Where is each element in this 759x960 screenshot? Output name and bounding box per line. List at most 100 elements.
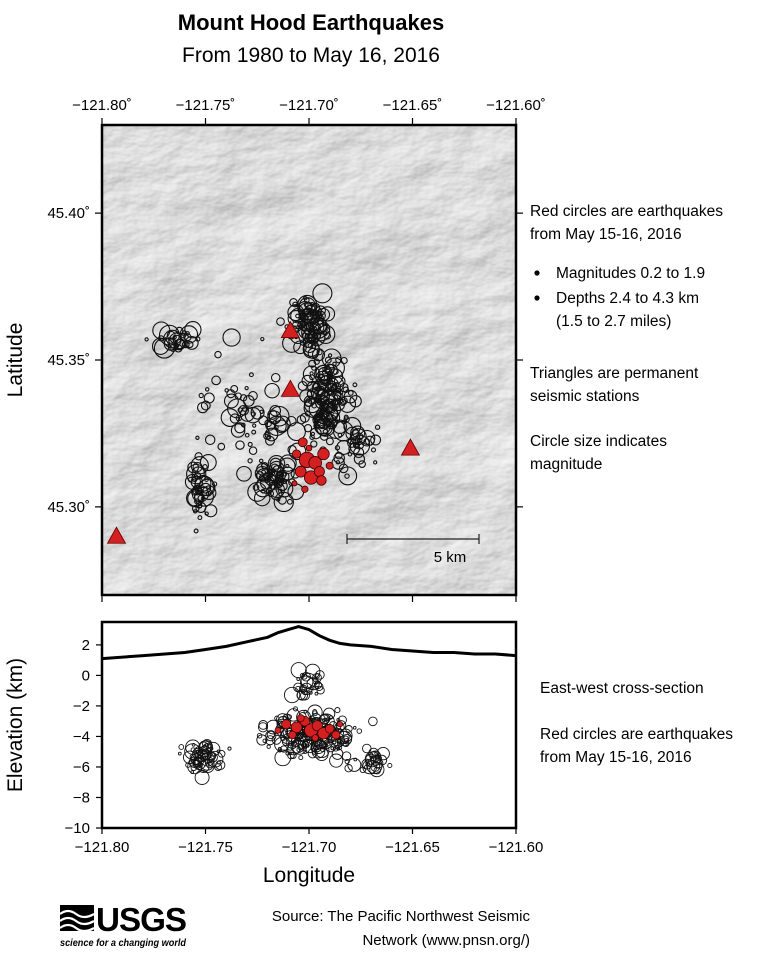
xsec-quake <box>177 751 182 756</box>
map-quake <box>267 409 278 420</box>
map-quake <box>312 412 327 427</box>
xsec-quake <box>387 762 393 769</box>
map-quake <box>195 501 207 513</box>
map-quake <box>299 339 307 346</box>
xsec-quake <box>308 690 313 695</box>
map-quake <box>311 365 317 371</box>
map-quake <box>266 477 272 483</box>
map-quake <box>333 391 344 402</box>
map-quake <box>211 481 218 487</box>
map-quake <box>264 427 279 442</box>
map-quake <box>198 392 204 399</box>
map-quake <box>370 447 377 453</box>
map-quake <box>190 487 199 496</box>
xsec-quake <box>265 735 276 746</box>
map-quake <box>343 417 362 435</box>
xsec-quake <box>200 751 215 767</box>
seismic-station <box>280 320 301 339</box>
xsec-quake <box>199 741 209 752</box>
map-quake <box>195 336 201 342</box>
xsec-quake <box>315 670 325 680</box>
xsec-x-tick-label: −121.65 <box>385 839 440 856</box>
map-quake <box>261 462 269 470</box>
map-stations <box>106 320 421 544</box>
map-quake <box>309 427 322 440</box>
map-quake <box>260 476 266 482</box>
map-quake <box>337 432 343 438</box>
xsec-quake <box>341 751 352 761</box>
map-quake <box>242 395 255 407</box>
map-quake <box>350 425 366 441</box>
map-quake <box>276 317 285 326</box>
map-quake <box>319 374 324 379</box>
usgs-logo-tagline: science for a changing world <box>60 937 187 949</box>
xsec-quake <box>191 760 196 765</box>
xsec-quake <box>283 686 301 704</box>
map-quake <box>323 414 338 429</box>
xsec-quake <box>314 691 319 696</box>
map-quake <box>220 408 240 427</box>
map-quake <box>353 453 366 465</box>
map-quake <box>195 435 200 440</box>
xsec-quake <box>307 704 323 720</box>
map-relief <box>102 125 516 595</box>
xsec-quake <box>335 720 347 731</box>
map-y-tick-label: 45.30˚ <box>47 499 90 516</box>
map-quake <box>306 389 315 398</box>
xsec-quake <box>322 742 327 747</box>
map-quake <box>211 375 221 386</box>
xsec-quake <box>362 743 372 754</box>
map-quake <box>264 382 280 399</box>
map-quake <box>186 489 205 508</box>
map-quake <box>288 442 307 461</box>
map-quake <box>151 337 170 355</box>
xsec-quake <box>373 766 381 775</box>
xsec-quake <box>336 737 343 744</box>
xsec-quake <box>207 752 218 763</box>
map-quake <box>286 415 297 427</box>
map-quake <box>332 368 339 375</box>
map-quake <box>235 414 242 422</box>
map-quake <box>333 394 341 402</box>
xsec-quake <box>319 741 328 750</box>
xsec-quake <box>368 751 373 757</box>
map-quake <box>281 478 288 485</box>
legend-map-size1: Circle size indicates <box>530 433 667 450</box>
map-quake <box>303 302 309 308</box>
xsec-quake <box>306 677 320 691</box>
map-quake <box>327 353 333 358</box>
xsec-quake <box>194 770 210 785</box>
topography-line <box>102 625 516 661</box>
xsec-quake <box>197 745 213 761</box>
xsec-quake <box>352 725 357 730</box>
usgs-wave-mark <box>59 905 95 933</box>
map-quake <box>339 382 349 393</box>
map-quake <box>314 396 321 404</box>
map-quake <box>320 379 325 384</box>
map-quake <box>287 310 305 327</box>
map-quake <box>338 395 357 413</box>
map-quake <box>312 283 333 304</box>
xsec-quake <box>345 725 353 733</box>
map-recent-quake <box>301 485 309 493</box>
xsec-quake <box>257 722 269 733</box>
map-quake <box>223 393 239 409</box>
xsec-quake <box>370 762 381 772</box>
map-quake <box>339 399 347 406</box>
map-quake <box>181 341 188 348</box>
map-quake <box>277 478 283 484</box>
xsec-quake <box>205 741 221 757</box>
xsec-quake <box>344 764 353 773</box>
usgs-logo-text: USGS <box>96 901 186 938</box>
map-quake <box>194 475 215 497</box>
map-quake <box>258 458 264 464</box>
xsec-quake <box>298 755 304 761</box>
map-quake <box>301 332 308 339</box>
map-quake <box>197 515 203 521</box>
map-quake <box>373 460 378 465</box>
map-quake <box>304 410 311 417</box>
xsec-quake <box>296 689 309 701</box>
map-quake <box>311 402 317 409</box>
map-quake <box>317 322 331 335</box>
map-quake <box>144 337 149 342</box>
